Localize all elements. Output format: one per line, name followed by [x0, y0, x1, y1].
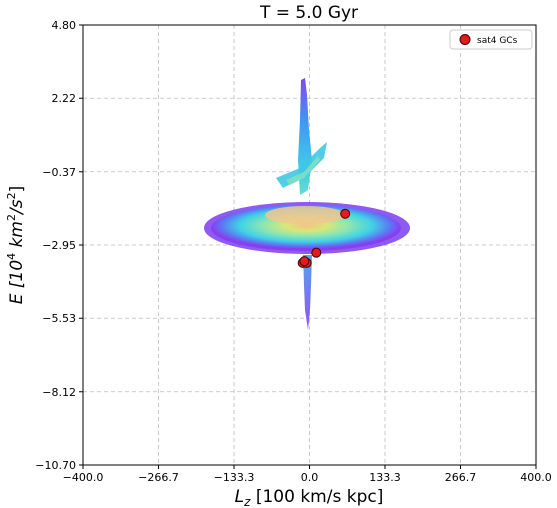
- x-tick-label: 133.3: [369, 471, 401, 484]
- gc-point: [340, 208, 351, 219]
- y-tick-label: −2.95: [42, 239, 76, 252]
- density-disk-core: [265, 206, 345, 224]
- x-tick-label: 400.0: [520, 471, 552, 484]
- y-tick-label: −8.12: [42, 386, 76, 399]
- y-tick-label: 2.22: [52, 92, 77, 105]
- gc-point: [311, 247, 322, 258]
- density-tail: [303, 255, 312, 330]
- y-tick-label: −10.70: [35, 459, 76, 472]
- legend: sat4 GCs: [449, 29, 533, 50]
- gc-points: [297, 208, 351, 268]
- y-axis-label: E [104 km2/s2]: [5, 186, 27, 304]
- density-stream: [276, 142, 327, 188]
- density-disk: [211, 205, 401, 251]
- density-histogram: [204, 78, 410, 330]
- x-axis-label: Lz [100 km/s kpc]: [235, 487, 384, 508]
- x-tick-label: −133.3: [214, 471, 255, 484]
- density-stream-core: [286, 156, 320, 185]
- x-tick-label: −266.7: [138, 471, 179, 484]
- y-tick-label: −0.37: [42, 166, 76, 179]
- x-tick-label: 0.0: [301, 471, 319, 484]
- chart-title: T = 5.0 Gyr: [259, 3, 358, 23]
- x-axis-ticks: −400.0 −266.7 −133.3 0.0 133.3 266.7 400.0: [63, 465, 552, 484]
- x-tick-label: −400.0: [63, 471, 104, 484]
- y-tick-label: 4.80: [52, 19, 77, 32]
- gc-point: [299, 256, 310, 267]
- y-tick-label: −5.53: [42, 312, 76, 325]
- legend-label: sat4 GCs: [477, 36, 518, 46]
- y-axis-ticks: 4.80 2.22 −0.37 −2.95 −5.53 −8.12 −10.70: [35, 19, 83, 472]
- legend-box: [449, 29, 533, 50]
- legend-marker: [459, 34, 471, 45]
- x-tick-label: 266.7: [445, 471, 477, 484]
